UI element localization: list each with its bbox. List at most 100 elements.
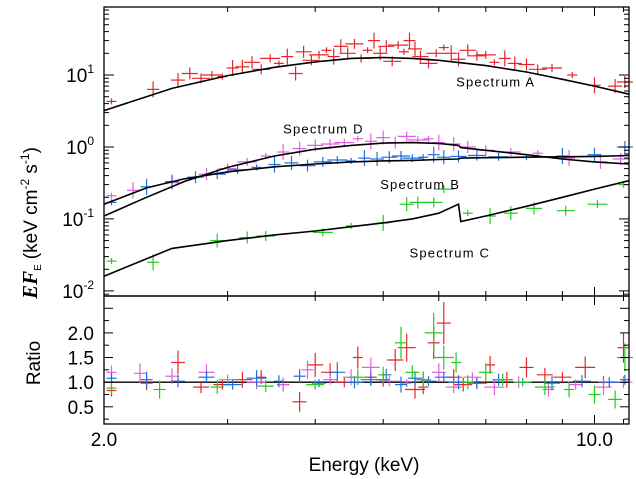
data-point xyxy=(345,38,364,49)
data-point xyxy=(388,41,409,50)
ratio-y-tick-label: 1.5 xyxy=(68,349,94,370)
ratio-y-tick-labels: 0.5 1.0 1.5 2.0 xyxy=(68,324,94,419)
ratio-point xyxy=(513,378,532,387)
data-point xyxy=(489,59,500,66)
data-point xyxy=(467,50,486,61)
data-point xyxy=(295,45,312,58)
x-tick-label: 2.0 xyxy=(91,430,117,451)
ratio-point xyxy=(484,379,505,396)
data-point xyxy=(445,45,458,62)
model-curve-spectrum-a xyxy=(103,56,630,112)
data-point xyxy=(226,60,239,76)
ratio-point xyxy=(534,379,555,396)
ratio-point xyxy=(153,380,166,399)
data-point xyxy=(556,205,575,216)
data-point xyxy=(467,150,486,161)
data-point xyxy=(426,49,447,58)
data-point xyxy=(171,73,185,88)
spectrum-label: Spectrum D xyxy=(283,121,364,136)
ratio-series-spectrum-c xyxy=(106,312,633,409)
data-point xyxy=(292,141,307,156)
data-point xyxy=(587,200,608,209)
data-point xyxy=(127,182,139,199)
ratio-point xyxy=(471,377,482,390)
spectrum-model-curves xyxy=(103,56,630,277)
data-point xyxy=(288,66,303,81)
ratio-point xyxy=(433,345,454,370)
data-point xyxy=(364,133,377,150)
data-point xyxy=(339,47,356,60)
data-point xyxy=(358,150,371,167)
data-point xyxy=(475,50,496,59)
data-point xyxy=(567,72,578,78)
y-label-seconds: s xyxy=(21,164,42,179)
y-tick-label-base: 10 xyxy=(62,282,83,303)
y-tick-label: 10-2 xyxy=(62,278,94,303)
ratio-point xyxy=(133,363,146,384)
spectrum-axis-ticks xyxy=(103,7,629,296)
ratio-point xyxy=(588,385,601,404)
data-point xyxy=(451,52,466,67)
data-point xyxy=(244,56,260,69)
data-point xyxy=(563,150,576,167)
ratio-point xyxy=(436,302,451,345)
ratio-point xyxy=(451,352,462,373)
model-curve-spectrum-c xyxy=(103,179,630,277)
data-point xyxy=(309,50,329,59)
data-point xyxy=(273,60,284,67)
data-point xyxy=(368,32,380,49)
data-point xyxy=(423,135,434,142)
data-point xyxy=(528,64,547,75)
y-tick-label: 100 xyxy=(66,134,94,159)
ratio-point xyxy=(278,377,289,392)
data-point xyxy=(398,48,409,55)
ratio-point xyxy=(306,379,325,390)
data-point xyxy=(327,48,340,65)
spectrum-label: Spectrum C xyxy=(410,246,491,261)
ratio-point xyxy=(494,373,511,386)
ratio-point xyxy=(171,375,185,388)
data-point xyxy=(408,41,422,56)
spectrum-labels: Spectrum A Spectrum D Spectrum B Spectrum C xyxy=(283,75,534,261)
data-point xyxy=(403,32,416,49)
ratio-point xyxy=(544,376,560,391)
y-tick-label: 101 xyxy=(66,62,94,87)
data-point xyxy=(424,197,443,208)
ratio-point xyxy=(345,376,364,389)
ratio-point xyxy=(408,371,422,386)
ratio-point xyxy=(573,375,591,388)
data-point xyxy=(334,138,355,147)
data-point xyxy=(277,144,290,160)
ratio-point xyxy=(599,377,620,388)
ratio-point xyxy=(553,372,572,383)
ratio-point xyxy=(395,376,407,393)
ratio-point xyxy=(218,374,237,385)
data-point xyxy=(106,258,117,265)
y-label-units: (keV cm xyxy=(21,190,42,260)
ratio-point xyxy=(292,391,307,412)
data-point xyxy=(542,64,562,72)
data-point xyxy=(346,157,357,164)
ratio-point xyxy=(312,379,326,388)
data-point xyxy=(397,131,416,142)
data-point xyxy=(333,39,348,54)
data-point xyxy=(462,210,473,217)
data-point xyxy=(507,56,522,71)
ratio-point xyxy=(415,371,432,388)
data-point xyxy=(201,71,222,79)
ratio-point xyxy=(519,357,534,378)
spectrum-panel: Spectrum A Spectrum D Spectrum B Spectrum C… xyxy=(62,6,633,303)
ratio-series-spectrum-b xyxy=(106,362,630,393)
data-point xyxy=(412,50,429,63)
data-point xyxy=(436,150,451,165)
data-point xyxy=(260,54,281,63)
ratio-point xyxy=(485,355,496,374)
ratio-point xyxy=(140,371,153,388)
ratio-point xyxy=(461,375,474,390)
y-tick-label-exponent: -1 xyxy=(83,206,94,220)
ratio-point xyxy=(352,346,363,369)
data-point xyxy=(498,50,511,67)
data-point xyxy=(181,67,198,80)
ratio-point xyxy=(360,373,381,386)
